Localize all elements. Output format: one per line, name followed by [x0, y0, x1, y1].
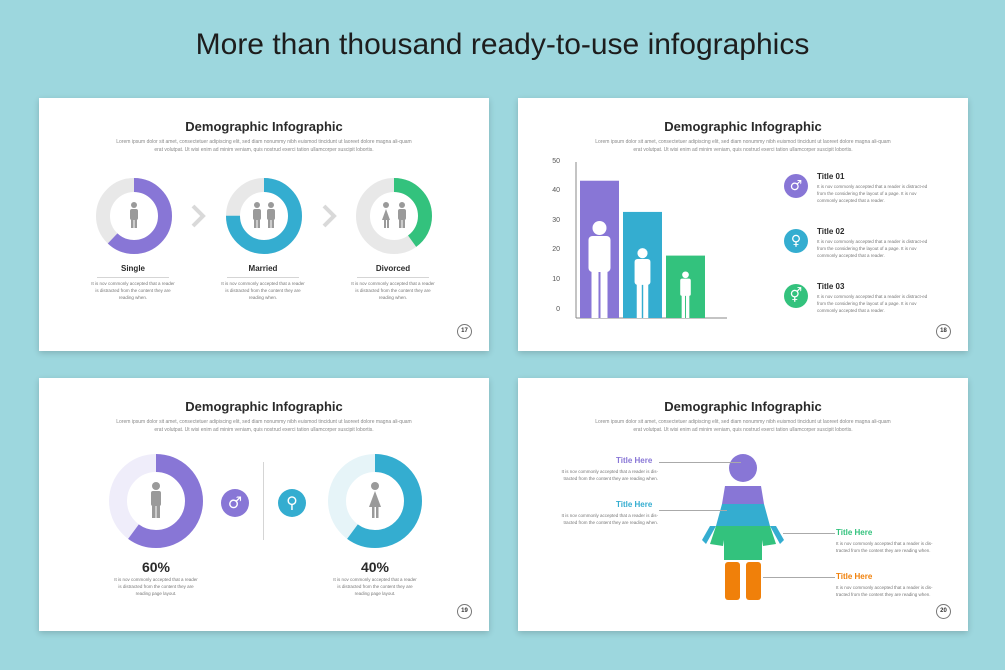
y-tick-label: 0 — [556, 306, 560, 313]
gender-symbol-icon: ⚲ — [278, 489, 306, 517]
headline: More than thousand ready-to-use infograp… — [195, 28, 810, 61]
divider — [227, 277, 299, 278]
page-number: 19 — [457, 604, 472, 619]
single-label: Single — [120, 264, 145, 273]
callout-text: It is nov commonly accepted that a reade… — [561, 513, 658, 525]
legend-text: It is nov commonly accepted that a reade… — [817, 294, 928, 313]
y-tick-label: 30 — [552, 217, 560, 224]
callout-line — [783, 533, 835, 534]
divider — [97, 277, 169, 278]
male-icon: ♂ — [784, 174, 808, 198]
y-tick-label: 40 — [552, 187, 560, 194]
female-donut-value — [328, 454, 422, 548]
slide-description: Lorem ipsum dolor sit amet, consectetuer… — [595, 139, 891, 153]
male-donut — [109, 454, 203, 548]
female-person-icon — [369, 482, 381, 518]
slide-title: Demographic Infographic — [185, 119, 343, 134]
vertical-divider — [263, 462, 264, 540]
legend-text: It is nov commonly accepted that a reade… — [817, 239, 928, 258]
legend-title: Title 02 — [817, 227, 845, 236]
married-label: Married — [248, 264, 278, 273]
callout-title: Title Here — [616, 456, 653, 465]
woman-figure-icon — [702, 454, 784, 600]
male-icon: ♂ — [221, 489, 249, 517]
single-donut — [96, 178, 172, 254]
slide-17[interactable]: Demographic Infographic Lorem ipsum dolo… — [39, 98, 489, 351]
callout-line — [763, 577, 835, 578]
chevron-right-icon — [191, 204, 206, 228]
y-tick-label: 50 — [552, 158, 560, 165]
y-tick-label: 10 — [552, 276, 560, 283]
male-person-icon — [151, 482, 161, 518]
person-silhouette-icon — [634, 248, 651, 318]
divider — [357, 277, 429, 278]
married-donut — [226, 178, 302, 254]
gender-icon: ⚥ — [784, 284, 808, 308]
slide-title: Demographic Infographic — [664, 119, 822, 134]
slide-description: Lorem ipsum dolor sit amet, consectetuer… — [116, 419, 412, 433]
person-silhouette-icon — [588, 221, 611, 318]
male-donut-value — [109, 454, 203, 548]
page-number: 18 — [936, 324, 951, 339]
callout-text: It is nov commonly accepted that a reade… — [836, 585, 933, 597]
callout-line — [659, 462, 741, 463]
legend-text: It is nov commonly accepted that a reade… — [817, 184, 928, 203]
chevron-right-icon — [322, 204, 337, 228]
callout-line — [659, 510, 727, 511]
divorced-donut-value — [356, 178, 432, 254]
person-silhouette-icon — [680, 271, 691, 318]
single-donut-value — [96, 178, 172, 254]
callout-text: It is nov commonly accepted that a reade… — [561, 469, 658, 481]
female-percentage: 40% — [360, 559, 390, 575]
divorced-donut — [356, 178, 432, 254]
slide-description: Lorem ipsum dolor sit amet, consectetuer… — [116, 139, 412, 153]
bar-chart — [575, 162, 727, 319]
legend-title: Title 01 — [817, 172, 845, 181]
slide-19[interactable]: Demographic Infographic Lorem ipsum dolo… — [39, 378, 489, 631]
legend-title: Title 03 — [817, 282, 845, 291]
slide-18[interactable]: Demographic Infographic Lorem ipsum dolo… — [518, 98, 968, 351]
married-text: It is nov commonly accepted that a reade… — [221, 281, 305, 300]
callout-title: Title Here — [836, 572, 873, 581]
married-donut-value — [226, 178, 302, 254]
callout-text: It is nov commonly accepted that a reade… — [836, 541, 933, 553]
divorced-label: Divorced — [375, 264, 411, 273]
y-tick-label: 20 — [552, 246, 560, 253]
page-number: 17 — [457, 324, 472, 339]
page-number: 20 — [936, 604, 951, 619]
callout-title: Title Here — [836, 528, 873, 537]
female-donut — [328, 454, 422, 548]
slide-description: Lorem ipsum dolor sit amet, consectetuer… — [595, 419, 891, 433]
slide-title: Demographic Infographic — [664, 399, 822, 414]
divorced-text: It is nov commonly accepted that a reade… — [351, 281, 435, 300]
male-text: It is nov commonly accepted that a reade… — [114, 577, 198, 596]
callout-title: Title Here — [616, 500, 653, 509]
separated-couple-icon — [382, 202, 406, 228]
male-percentage: 60% — [141, 559, 171, 575]
female-icon: ♀ — [784, 229, 808, 253]
couple-icon — [253, 202, 275, 228]
single-text: It is nov commonly accepted that a reade… — [91, 281, 175, 300]
female-text: It is nov commonly accepted that a reade… — [333, 577, 417, 596]
slide-20[interactable]: Demographic Infographic Lorem ipsum dolo… — [518, 378, 968, 631]
slide-title: Demographic Infographic — [185, 399, 343, 414]
person-icon — [130, 202, 138, 228]
